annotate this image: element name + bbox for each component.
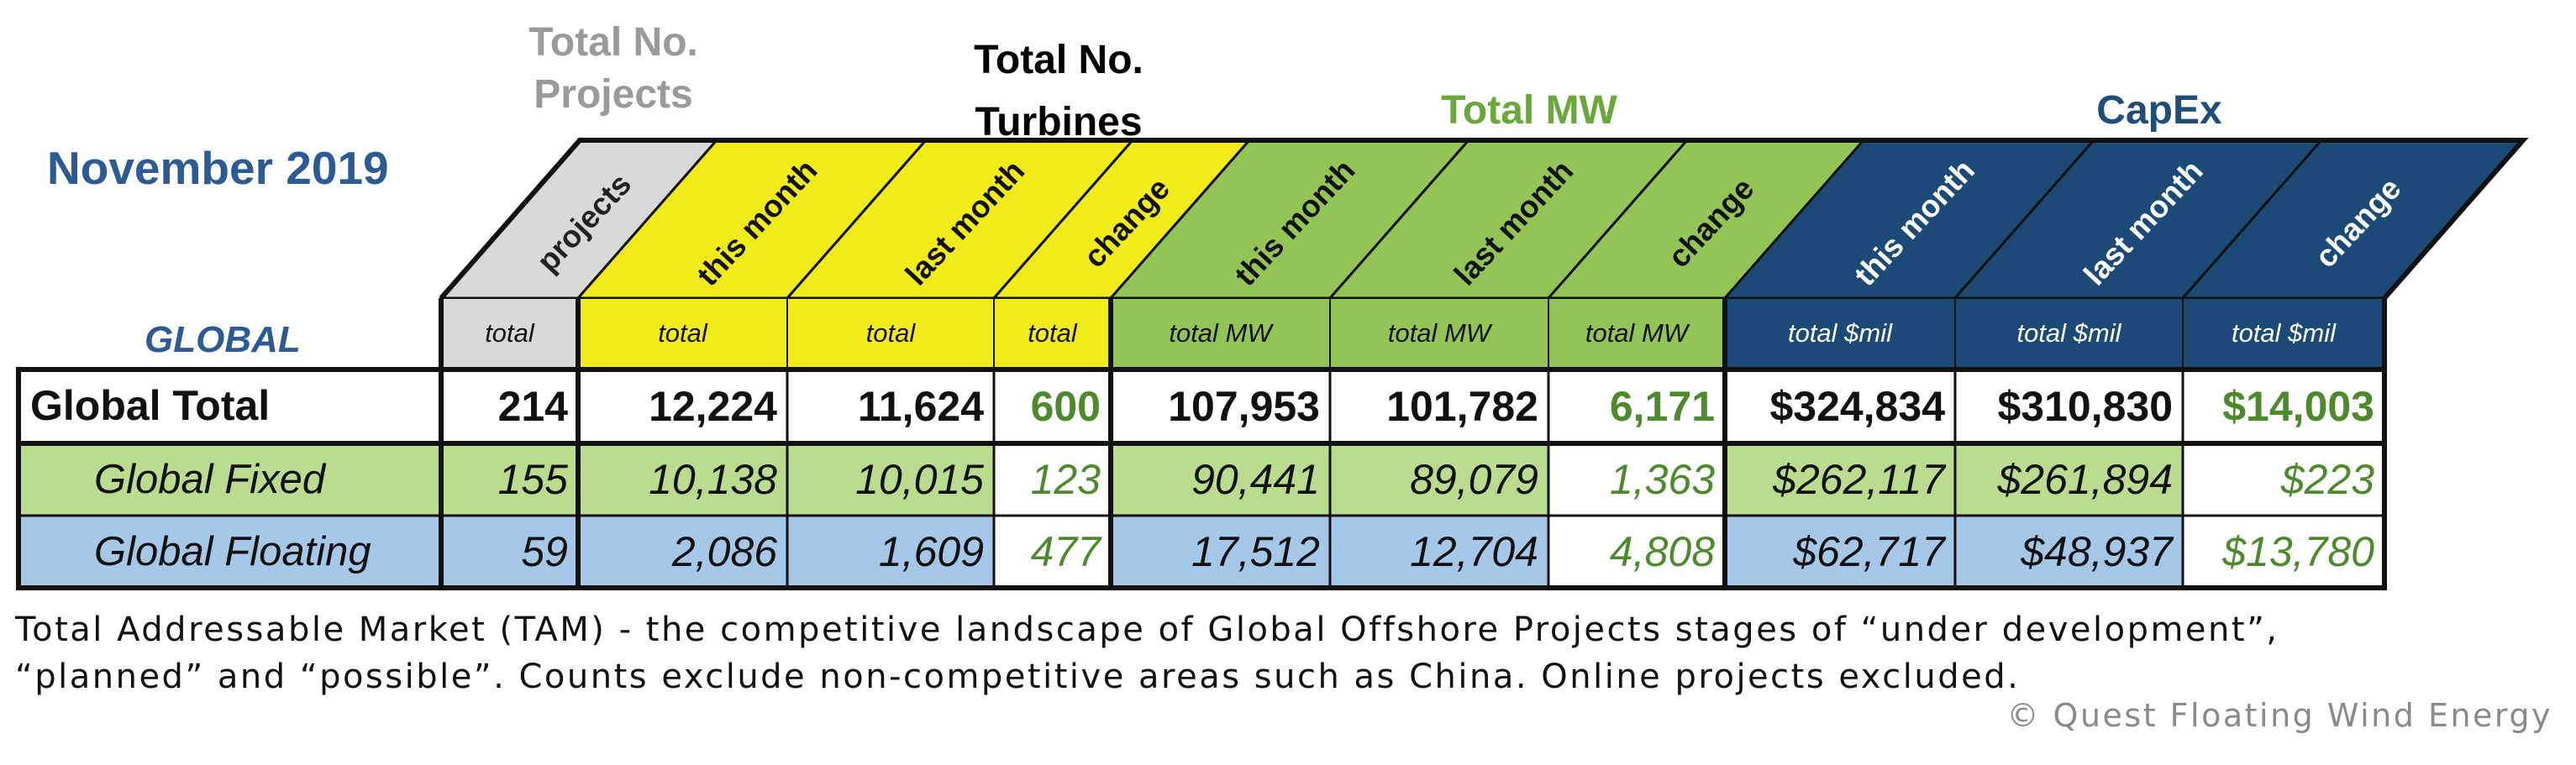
unit-cell-2 <box>577 297 788 370</box>
unit-label-8: total $mil <box>1788 318 1893 348</box>
unit-cell-1 <box>440 297 579 370</box>
row-global-total-cell-4 <box>992 368 1112 445</box>
row-global-floating-cell-2 <box>576 514 789 589</box>
copyright: © Quest Floating Wind Energy <box>2006 697 2552 734</box>
row-global-fixed-cell-9 <box>1953 442 2184 517</box>
row-global-floating-cell-6 <box>1328 514 1550 589</box>
unit-cell-5 <box>1110 297 1331 370</box>
row-global-fixed-value-4: 123 <box>1031 456 1101 503</box>
row-global-floating-value-2: 2,086 <box>671 528 777 575</box>
unit-cell-8 <box>1724 297 1956 370</box>
row-global-floating-value-1: 59 <box>521 528 568 575</box>
row-global-fixed-cell-1 <box>439 442 580 517</box>
unit-label-5: total MW <box>1169 318 1274 348</box>
row-global-fixed-label: Global Fixed <box>94 457 327 502</box>
row-global-fixed-value-8: $262,117 <box>1772 456 1947 503</box>
row-global-fixed-value-1: 155 <box>498 456 569 503</box>
row-global-total-value-9: $310,830 <box>1997 383 2173 430</box>
unit-label-1: total <box>485 318 535 348</box>
row-global-floating-cell-9 <box>1953 514 2184 589</box>
unit-label-9: total $mil <box>2016 318 2121 348</box>
row-global-total-value-10: $14,003 <box>2222 383 2374 430</box>
unit-label-10: total $mil <box>2232 318 2337 348</box>
row-global-fixed-value-10: $223 <box>2280 456 2374 503</box>
row-global-floating-value-4: 477 <box>1031 528 1103 575</box>
row-global-floating-value-9: $48,937 <box>2020 528 2174 575</box>
unit-cell-3 <box>786 297 995 370</box>
footnote-line-1: Total Addressable Market (TAM) - the com… <box>15 610 2279 649</box>
row-global-floating-cell-10 <box>2181 514 2386 589</box>
row-global-total-cell-2 <box>576 368 789 445</box>
row-global-total-cell-5 <box>1109 368 1332 445</box>
row-global-total-cell-7 <box>1547 368 1727 445</box>
unit-label-6: total MW <box>1388 318 1493 348</box>
row-global-fixed-value-9: $261,894 <box>1996 456 2173 503</box>
row-global-fixed-value-5: 90,441 <box>1191 456 1320 503</box>
row-global-floating-value-3: 1,609 <box>879 528 984 575</box>
unit-label-7: total MW <box>1585 318 1690 348</box>
row-global-floating-value-5: 17,512 <box>1191 528 1320 575</box>
row-global-fixed-value-6: 89,079 <box>1410 456 1538 503</box>
row-global-total-value-5: 107,953 <box>1168 383 1320 430</box>
row-global-total-value-4: 600 <box>1031 383 1101 430</box>
row-global-floating-value-8: $62,717 <box>1792 528 1947 575</box>
row-global-floating-label: Global Floating <box>94 529 371 574</box>
row-global-floating-cell-3 <box>786 514 996 589</box>
row-global-fixed-cell-3 <box>786 442 996 517</box>
group-title-turbines: Total No. Turbines <box>974 38 1143 144</box>
row-global-fixed-value-3: 10,015 <box>855 456 984 503</box>
footnote: Total Addressable Market (TAM) - the com… <box>15 606 2552 700</box>
unit-label-3: total <box>866 318 917 348</box>
unit-label-4: total <box>1028 318 1078 348</box>
unit-label-2: total <box>658 318 708 348</box>
footnote-line-2: “planned” and “possible”. Counts exclude… <box>15 658 2021 696</box>
row-global-floating-value-7: 4,808 <box>1610 528 1715 575</box>
row-global-fixed-value-2: 10,138 <box>649 456 777 503</box>
row-global-floating-value-6: 12,704 <box>1410 528 1538 575</box>
row-global-fixed-cell-4 <box>992 442 1112 517</box>
row-global-floating-value-10: $13,780 <box>2221 528 2374 575</box>
row-global-total-cell-8 <box>1723 368 1957 445</box>
group-title-capex: CapEx <box>2096 88 2222 133</box>
scope-label: GLOBAL <box>145 319 301 360</box>
row-global-total-cell-9 <box>1953 368 2184 445</box>
row-global-fixed-cell-10 <box>2181 442 2386 517</box>
row-global-total-value-8: $324,834 <box>1769 383 1945 430</box>
row-global-total-value-2: 12,224 <box>649 383 777 430</box>
group-title-projects: Total No. Projects <box>528 20 698 117</box>
row-global-total-value-6: 101,782 <box>1386 383 1538 430</box>
group-title-mw: Total MW <box>1441 88 1617 133</box>
row-global-fixed-cell-7 <box>1547 442 1727 517</box>
row-global-fixed-cell-8 <box>1723 442 1957 517</box>
unit-cell-6 <box>1329 297 1549 370</box>
row-global-floating-cell-1 <box>439 514 580 589</box>
date-label: November 2019 <box>47 142 389 194</box>
row-global-total-value-3: 11,624 <box>858 383 984 430</box>
row-global-total-value-7: 6,171 <box>1610 383 1715 430</box>
row-global-fixed-value-7: 1,363 <box>1610 456 1715 503</box>
header-outline <box>439 138 2529 300</box>
row-global-total-label: Global Total <box>30 382 270 429</box>
row-global-total-value-1: 214 <box>498 383 569 430</box>
